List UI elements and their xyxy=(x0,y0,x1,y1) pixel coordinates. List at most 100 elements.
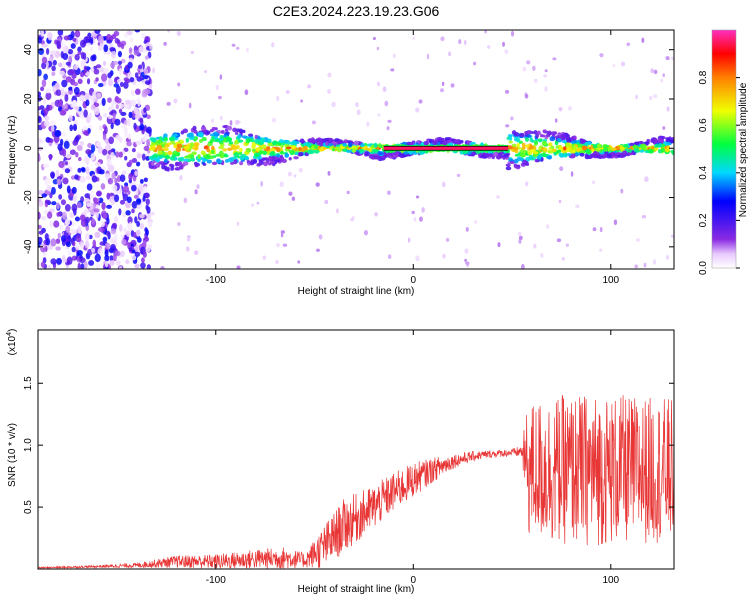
noise-cell xyxy=(65,61,71,66)
noise-cell xyxy=(144,132,150,138)
noise-cell xyxy=(51,65,56,72)
noise-cell xyxy=(79,242,85,249)
signal-cell xyxy=(290,141,296,146)
noise-cell xyxy=(75,234,82,243)
faint-cell xyxy=(441,81,445,87)
faint-cell xyxy=(177,82,181,87)
signal-cell xyxy=(525,137,529,142)
noise-cell xyxy=(84,216,90,224)
colorbar-gradient xyxy=(712,30,736,268)
faint-cell xyxy=(662,126,666,130)
signal-cell xyxy=(254,134,258,139)
noise-cell xyxy=(62,52,69,61)
signal-cell xyxy=(230,161,235,165)
signal-cell xyxy=(212,131,219,137)
noise-cell xyxy=(146,264,152,269)
noise-cell xyxy=(98,125,103,131)
faint-cell xyxy=(561,257,565,261)
signal-cell xyxy=(541,142,547,146)
faint-cell xyxy=(521,263,525,269)
noise-cell xyxy=(97,146,104,154)
noise-cell xyxy=(72,99,78,107)
noise-cell xyxy=(98,197,104,204)
noise-cell xyxy=(96,141,102,148)
signal-cell xyxy=(603,147,609,152)
faint-cell xyxy=(211,118,214,123)
noise-cell xyxy=(104,249,109,257)
noise-cell xyxy=(93,106,100,116)
noise-cell xyxy=(86,183,93,191)
noise-cell xyxy=(124,132,129,138)
noise-cell xyxy=(41,79,47,88)
noise-cell xyxy=(148,221,153,228)
signal-cell xyxy=(519,152,526,157)
faint-cell xyxy=(518,231,522,237)
noise-cell xyxy=(78,156,82,162)
signal-cell xyxy=(156,144,163,150)
faint-cell xyxy=(620,61,626,67)
noise-cell xyxy=(73,64,79,71)
signal-cell xyxy=(340,145,346,150)
noise-cell xyxy=(104,254,110,262)
colorbar-tick-label: 0.4 xyxy=(698,165,709,179)
signal-cell xyxy=(197,153,201,160)
signal-cell xyxy=(360,142,365,147)
signal-cell xyxy=(271,140,278,146)
noise-cell xyxy=(144,80,151,85)
faint-cell xyxy=(194,189,198,195)
signal-cell xyxy=(237,134,242,139)
faint-cell xyxy=(176,30,181,36)
signal-cell xyxy=(459,139,464,144)
signal-cell xyxy=(494,151,498,157)
noise-cell xyxy=(116,97,122,104)
faint-cell xyxy=(262,255,267,260)
signal-cell xyxy=(639,149,645,153)
faint-cell xyxy=(236,221,240,226)
faint-cell xyxy=(160,266,165,269)
signal-cell xyxy=(436,136,443,142)
faint-cell xyxy=(565,243,569,247)
noise-cell xyxy=(128,47,133,54)
signal-cell xyxy=(261,157,266,161)
signal-cell xyxy=(205,130,211,135)
faint-cell xyxy=(177,222,181,227)
signal-cell xyxy=(183,158,189,162)
noise-cell xyxy=(38,224,42,230)
noise-cell xyxy=(51,71,56,77)
noise-cell xyxy=(79,257,86,264)
faint-cell xyxy=(544,69,548,73)
signal-cell xyxy=(423,140,429,146)
noise-cell xyxy=(118,103,125,108)
faint-cell xyxy=(442,181,446,188)
noise-cell xyxy=(71,81,79,87)
signal-cell xyxy=(374,154,380,160)
signal-cell xyxy=(521,142,526,148)
signal-cell xyxy=(241,135,248,139)
noise-cell xyxy=(128,173,133,181)
signal-cell xyxy=(182,128,189,134)
noise-cell xyxy=(120,234,125,239)
signal-cell xyxy=(259,150,265,154)
faint-cell xyxy=(387,190,391,195)
signal-cell xyxy=(627,151,634,156)
signal-cell xyxy=(527,130,531,136)
signal-cell xyxy=(508,140,513,144)
noise-cell xyxy=(99,66,105,73)
noise-cell xyxy=(54,129,61,137)
signal-cell xyxy=(579,139,586,144)
noise-cell xyxy=(119,224,123,232)
noise-cell xyxy=(55,89,62,96)
noise-cell xyxy=(72,196,77,202)
snr-xlabel: Height of straight line (km) xyxy=(298,584,415,595)
faint-cell xyxy=(568,106,573,111)
signal-cell xyxy=(519,133,525,138)
signal-cell xyxy=(199,138,203,143)
signal-cell xyxy=(195,145,199,151)
noise-cell xyxy=(84,208,89,214)
signal-cell xyxy=(175,147,182,153)
noise-cell xyxy=(60,235,66,243)
faint-cell xyxy=(311,120,317,125)
signal-cell xyxy=(586,155,591,159)
noise-cell xyxy=(134,113,141,120)
signal-cell xyxy=(171,154,177,158)
